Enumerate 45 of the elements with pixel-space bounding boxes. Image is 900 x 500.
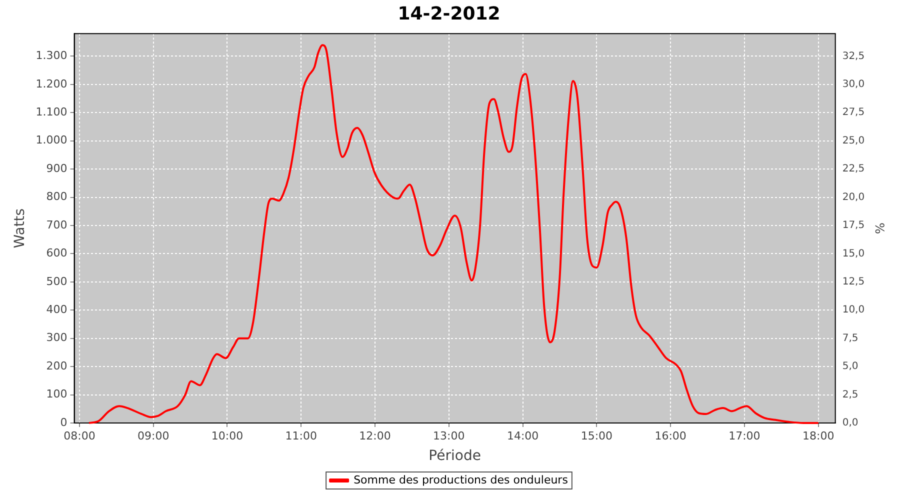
y2-tick-label: 27,5 (842, 107, 865, 118)
y2-tick-label: 15,0 (842, 248, 865, 260)
line-series (88, 44, 820, 424)
y2-tick-label: 22,5 (842, 164, 865, 175)
x-tick-label: 13:00 (433, 429, 465, 442)
y2-tick-label: 7,5 (842, 332, 858, 344)
y2-tick-label: 20,0 (842, 192, 865, 203)
legend-label: Somme des productions des onduleurs (354, 473, 568, 486)
x-tick-label: 10:00 (211, 429, 244, 442)
y-tick-label: 1.000 (36, 134, 68, 147)
x-tick-label: 11:00 (285, 429, 317, 442)
chart-title: 14-2-2012 (398, 3, 500, 24)
x-tick-label: 17:00 (728, 429, 760, 442)
x-tick-label: 12:00 (359, 429, 391, 442)
y-tick-label: 1.200 (36, 77, 68, 90)
x-tick-label: 18:00 (802, 429, 834, 442)
y2-tick-label: 2,5 (842, 389, 858, 400)
y2-tick-label: 10,0 (842, 304, 865, 316)
y2-tick-label: 5,0 (842, 361, 858, 372)
y-tick-label: 0 (60, 416, 68, 429)
x-tick-label: 14:00 (506, 429, 539, 442)
y2-tick-label: 25,0 (842, 135, 865, 146)
y-tick-label: 900 (46, 162, 68, 175)
y2-tick-label: 30,0 (842, 78, 865, 90)
y-tick-label: 300 (46, 331, 68, 344)
y2-axis-title: % (872, 222, 887, 234)
y-tick-label: 100 (46, 388, 68, 401)
y-tick-label: 200 (46, 359, 68, 372)
y2-tick-label: 12,5 (842, 276, 865, 288)
y2-tick-label: 17,5 (842, 220, 865, 232)
y-tick-label: 1.300 (36, 49, 68, 62)
y-axis-title: Watts (12, 208, 28, 248)
x-tick-label: 09:00 (138, 429, 170, 442)
y2-tick-label: 0,0 (842, 418, 858, 429)
x-tick-label: 16:00 (654, 429, 686, 442)
y-tick-label: 800 (46, 190, 68, 204)
y-tick-label: 500 (46, 274, 68, 288)
y-tick-label: 700 (46, 218, 68, 232)
y-tick-label: 600 (46, 246, 68, 260)
y-tick-label: 1.100 (36, 105, 68, 118)
x-axis-title: Période (428, 448, 481, 464)
x-tick-label: 15:00 (580, 429, 613, 442)
y2-tick-label: 32,5 (842, 50, 865, 62)
y-tick-label: 400 (46, 302, 68, 316)
x-tick-label: 08:00 (64, 429, 96, 442)
